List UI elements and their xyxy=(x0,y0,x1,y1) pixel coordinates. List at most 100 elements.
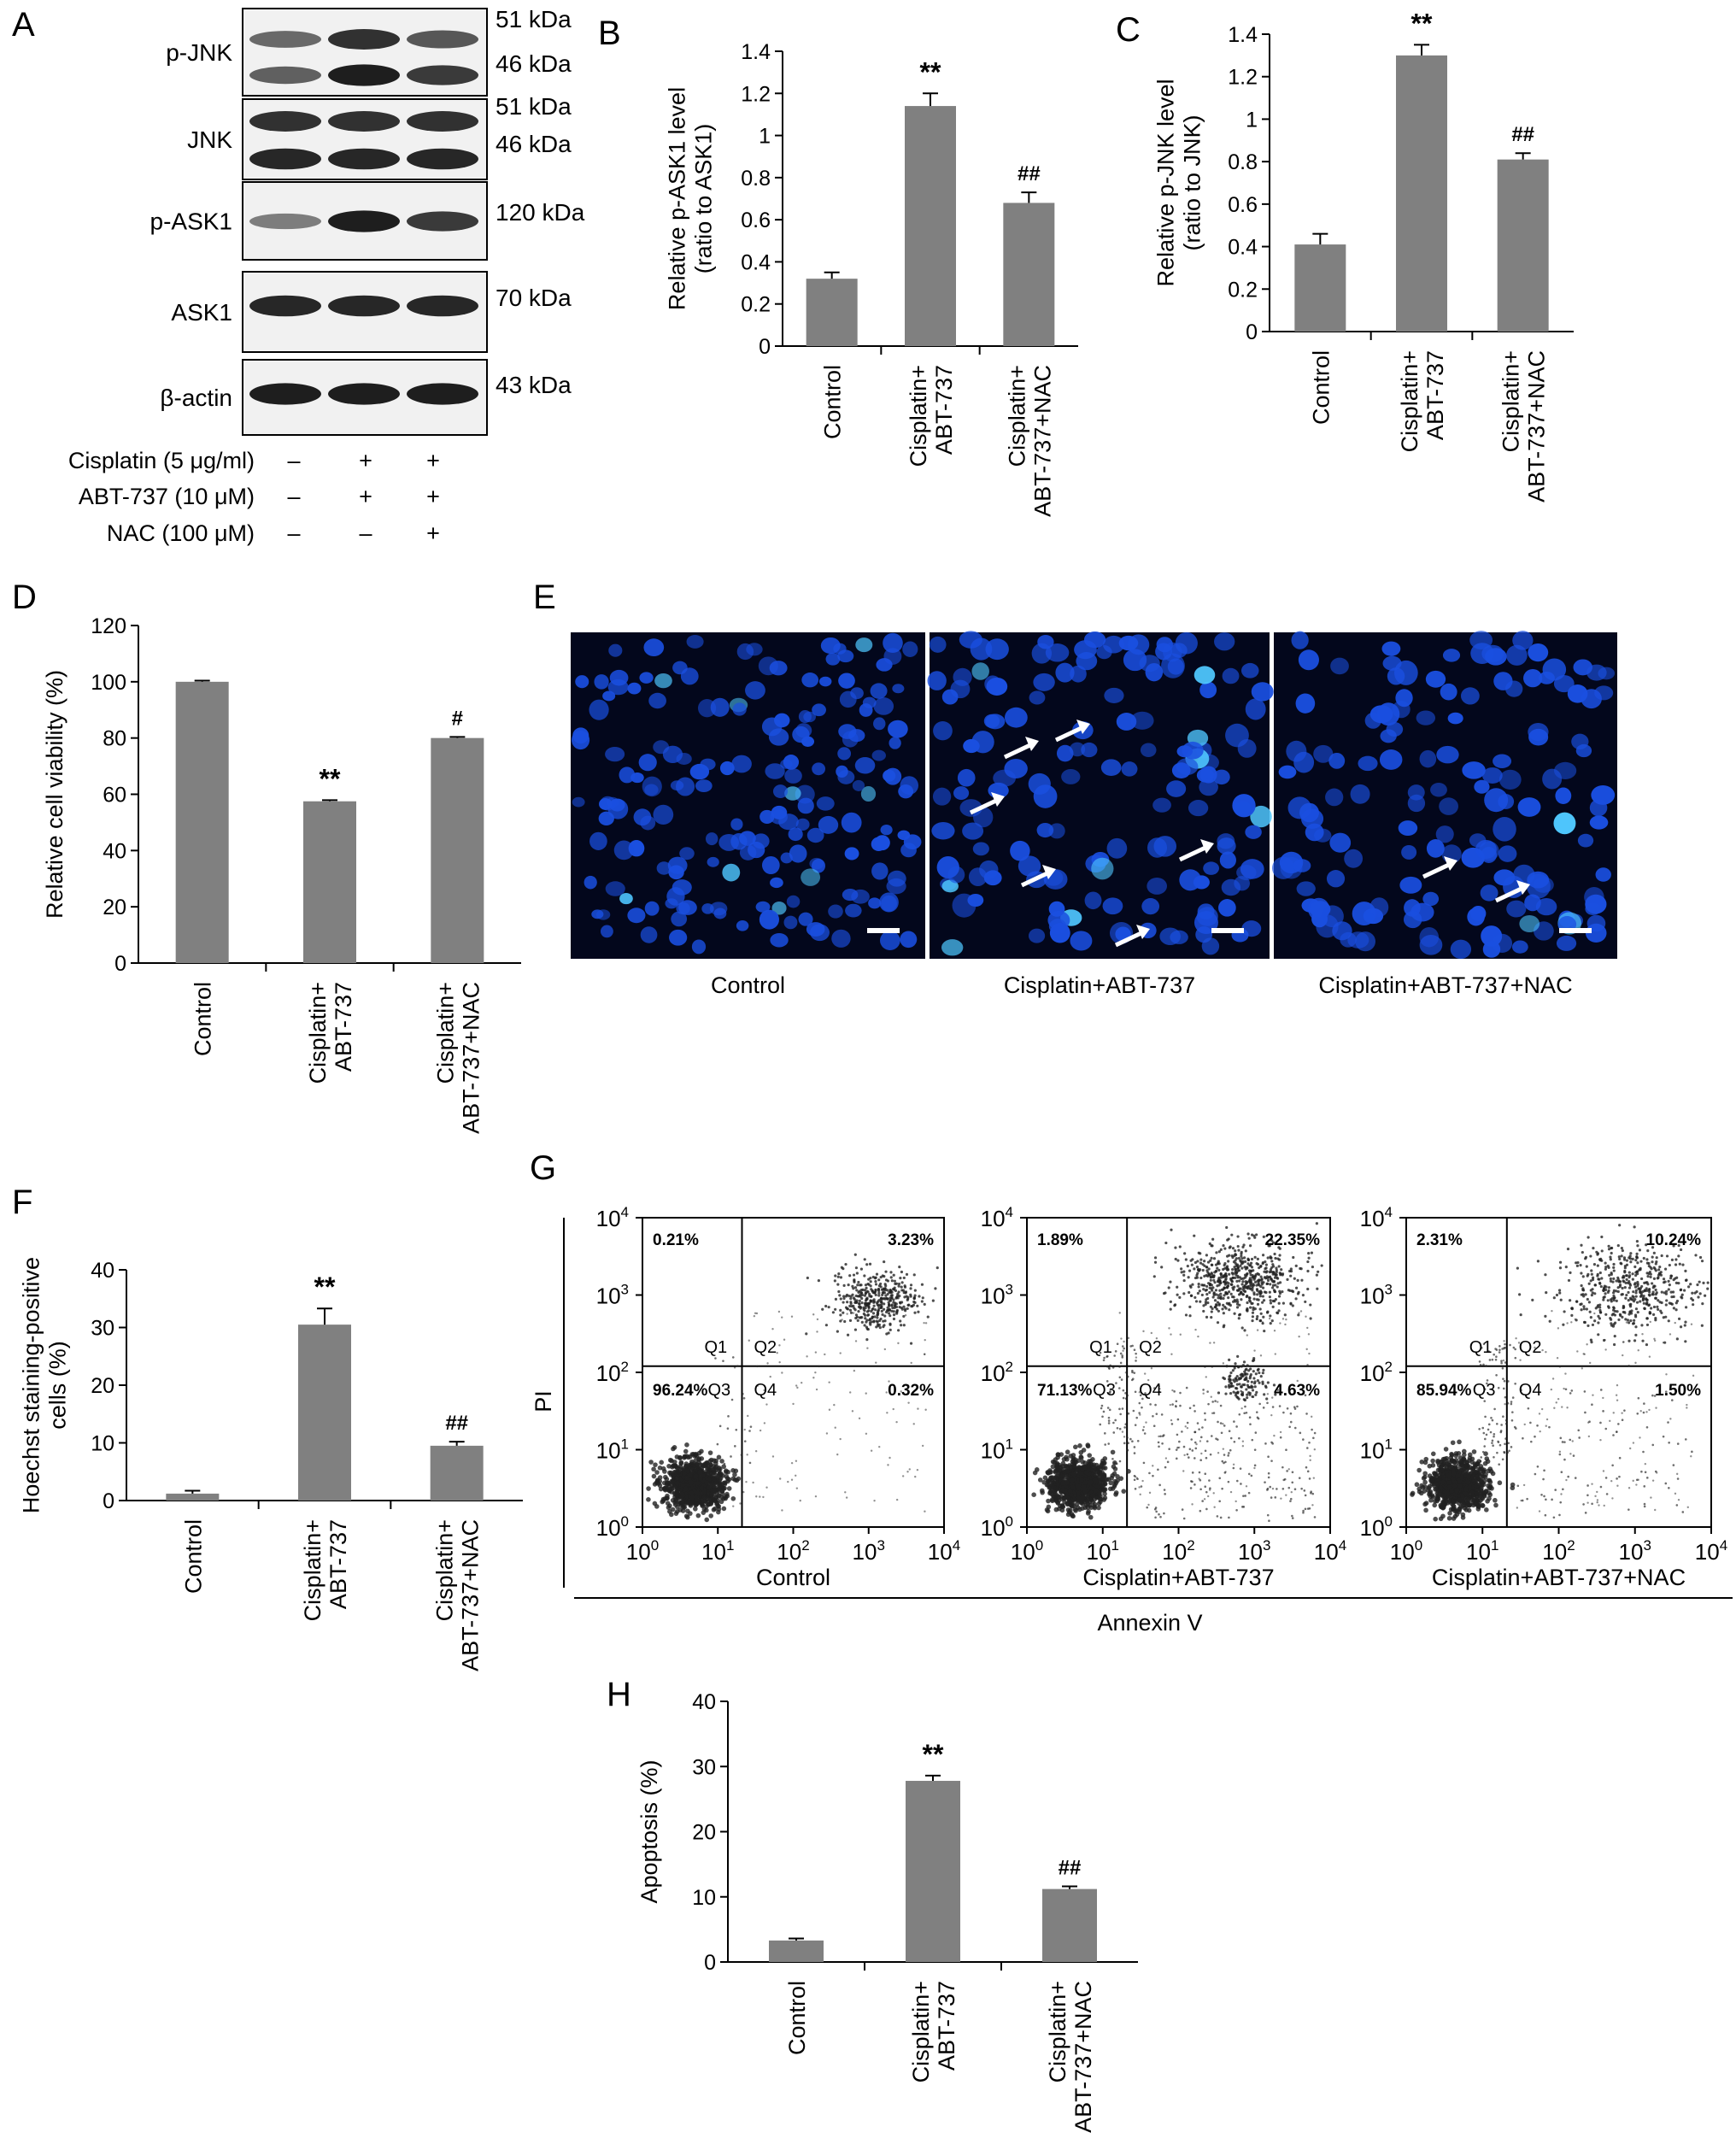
event-dot xyxy=(1284,1478,1287,1481)
event-dot xyxy=(781,1316,783,1318)
event-dot xyxy=(1119,1312,1121,1313)
event-dot xyxy=(1121,1378,1123,1381)
event-dot xyxy=(1262,1286,1264,1289)
y-axis-label: Relative cell viability (%) xyxy=(42,670,67,919)
event-dot xyxy=(704,1518,709,1523)
event-dot xyxy=(886,1412,888,1413)
event-dot xyxy=(1308,1442,1311,1444)
category-label: Cisplatin+ABT-737+NAC xyxy=(432,1519,484,1671)
nucleus xyxy=(837,770,854,784)
event-dot xyxy=(1153,1424,1156,1427)
event-dot xyxy=(741,1488,742,1489)
nucleus xyxy=(1101,759,1122,776)
nucleus xyxy=(1462,761,1485,779)
event-dot xyxy=(1258,1299,1260,1301)
event-dot xyxy=(1141,1485,1143,1488)
nucleus xyxy=(1103,897,1123,914)
event-dot xyxy=(1141,1407,1143,1409)
event-dot xyxy=(1197,1422,1199,1424)
nucleus xyxy=(732,702,746,715)
nucleus xyxy=(1085,891,1102,909)
event-dot xyxy=(713,1488,718,1493)
event-dot xyxy=(1193,1235,1195,1237)
event-dot xyxy=(1035,1467,1040,1472)
event-dot xyxy=(1179,1392,1182,1395)
event-dot xyxy=(1199,1471,1201,1474)
nucleus xyxy=(898,784,913,798)
band xyxy=(407,30,478,48)
event-dot xyxy=(787,1481,789,1483)
nucleus xyxy=(1293,752,1314,773)
event-dot xyxy=(1217,1515,1219,1518)
event-dot xyxy=(1274,1257,1276,1260)
event-dot xyxy=(1278,1302,1281,1305)
nucleus xyxy=(1420,750,1437,768)
nucleus xyxy=(722,864,740,882)
event-dot xyxy=(1217,1438,1219,1441)
event-dot xyxy=(1046,1509,1051,1514)
nucleus xyxy=(1539,672,1555,684)
nucleus xyxy=(962,822,983,839)
nucleus xyxy=(639,754,657,771)
event-dot xyxy=(1211,1238,1214,1241)
event-dot xyxy=(1276,1285,1279,1288)
event-dot xyxy=(732,1505,734,1507)
nucleus xyxy=(799,710,812,723)
event-dot xyxy=(853,1273,855,1276)
event-dot xyxy=(1089,1468,1094,1473)
nucleus xyxy=(1033,673,1054,691)
nucleus xyxy=(692,939,706,954)
molecular-weight-label: 120 kDa xyxy=(496,199,585,226)
event-dot xyxy=(1297,1313,1299,1316)
event-dot xyxy=(1227,1284,1229,1287)
event-dot xyxy=(821,1308,824,1311)
event-dot xyxy=(1134,1478,1136,1481)
y-tick-label: 120 xyxy=(91,614,126,638)
event-dot xyxy=(1119,1413,1122,1416)
event-dot xyxy=(696,1457,701,1462)
event-dot xyxy=(1234,1277,1236,1279)
event-dot xyxy=(1109,1365,1111,1367)
event-dot xyxy=(1128,1413,1130,1415)
event-dot xyxy=(1234,1268,1236,1271)
event-dot xyxy=(1232,1247,1235,1249)
event-dot xyxy=(835,1298,837,1301)
event-dot xyxy=(781,1509,783,1511)
nucleus xyxy=(1399,877,1422,894)
q2-label: Q2 xyxy=(1139,1338,1162,1357)
event-dot xyxy=(877,1288,880,1290)
event-dot xyxy=(1223,1448,1224,1449)
nucleus xyxy=(1383,656,1402,671)
event-dot xyxy=(880,1307,883,1309)
event-dot xyxy=(1228,1237,1230,1240)
event-dot xyxy=(674,1511,679,1516)
event-dot xyxy=(684,1468,689,1473)
y-tick-label: 103 xyxy=(981,1282,1013,1309)
y-tick-label: 1.2 xyxy=(1228,66,1258,90)
event-dot xyxy=(713,1498,718,1503)
event-dot xyxy=(1182,1508,1184,1511)
event-dot xyxy=(1251,1381,1253,1383)
event-dot xyxy=(1170,1404,1171,1406)
nucleus xyxy=(648,693,666,708)
nucleus xyxy=(1426,671,1446,688)
event-dot xyxy=(1104,1432,1106,1435)
event-dot xyxy=(1211,1366,1213,1367)
event-dot xyxy=(1270,1414,1272,1416)
event-dot xyxy=(1276,1488,1278,1490)
event-dot xyxy=(879,1326,882,1329)
event-dot xyxy=(818,1279,820,1282)
event-dot xyxy=(1227,1296,1229,1299)
nucleus xyxy=(1399,820,1417,836)
event-dot xyxy=(1204,1366,1205,1368)
plot-title: Cisplatin+ABT-737 xyxy=(1082,1565,1274,1590)
event-dot xyxy=(885,1311,888,1313)
nucleus xyxy=(941,939,963,955)
y-tick-label: 1.2 xyxy=(741,82,771,106)
event-dot xyxy=(1450,1453,1455,1458)
event-dot xyxy=(696,1513,701,1518)
event-dot xyxy=(727,1486,732,1491)
event-dot xyxy=(883,1275,885,1278)
event-dot xyxy=(724,1463,726,1466)
